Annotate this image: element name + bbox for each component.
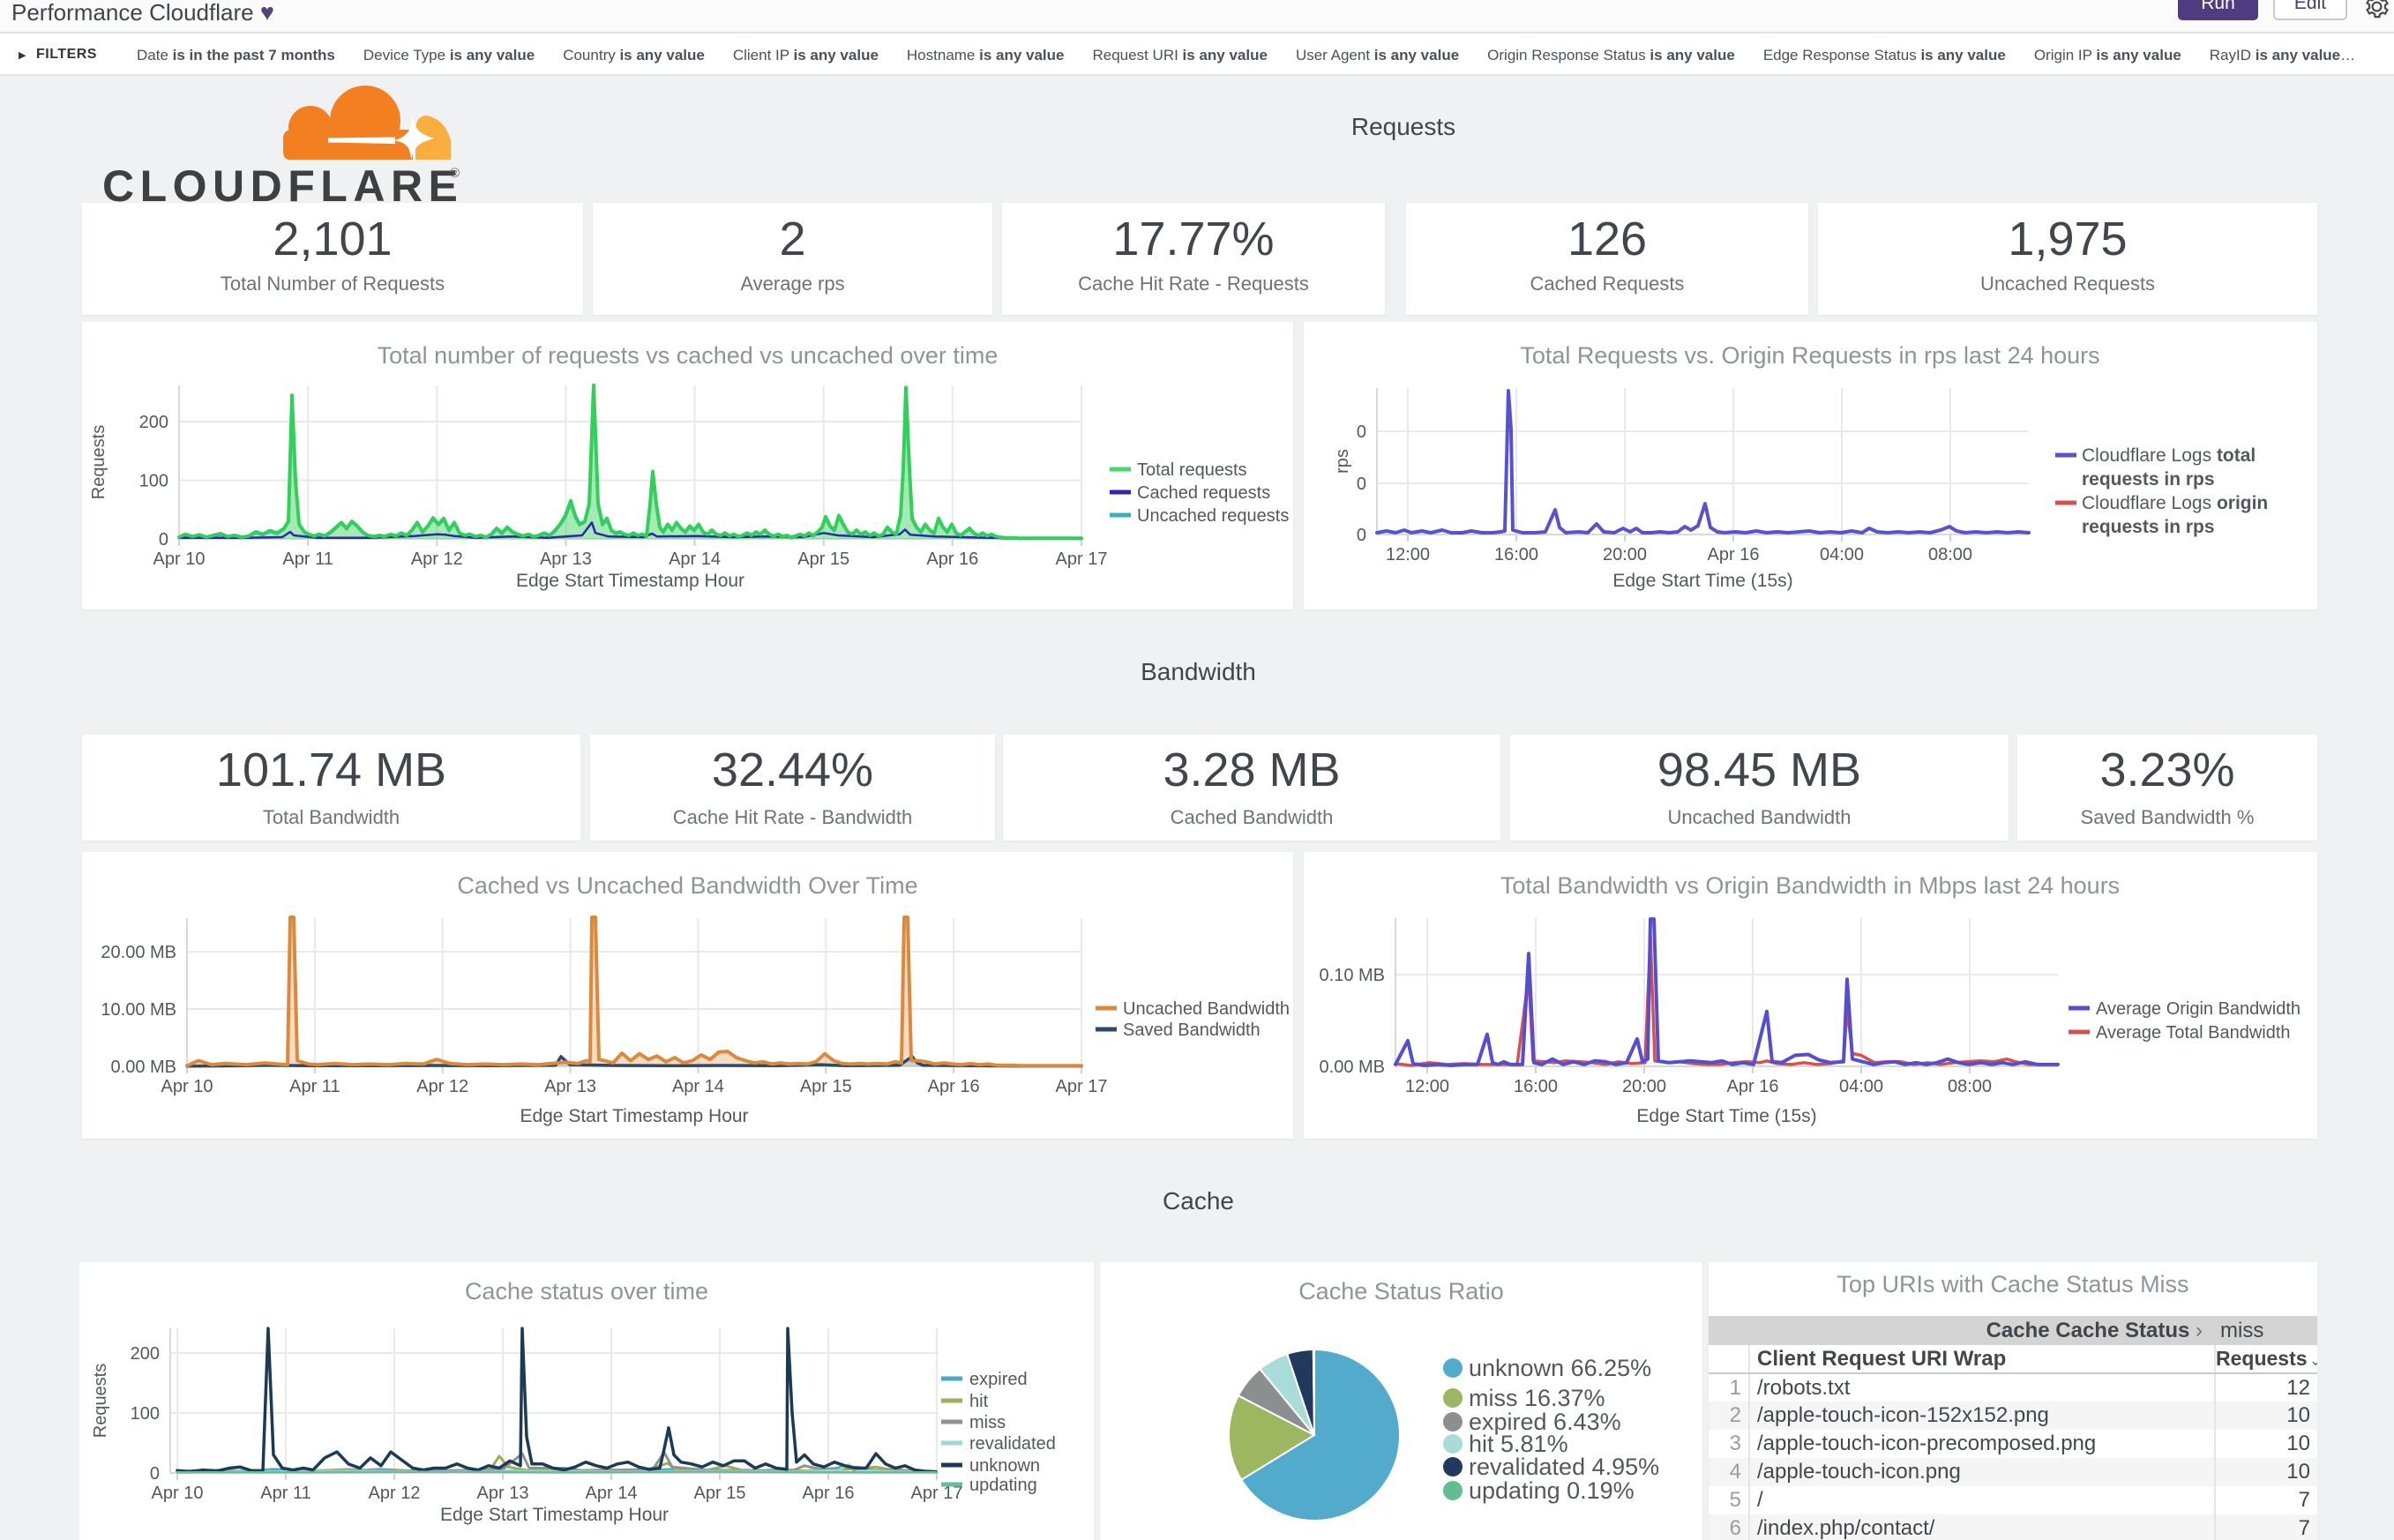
svg-text:20:00: 20:00 (1603, 545, 1647, 564)
svg-text:Apr 16: Apr 16 (926, 549, 978, 569)
svg-text:miss: miss (969, 1413, 1006, 1432)
svg-text:12:00: 12:00 (1405, 1077, 1449, 1096)
svg-text:200: 200 (131, 1344, 160, 1364)
svg-text:Apr 16: Apr 16 (803, 1484, 855, 1503)
svg-text:hit: hit (969, 1392, 989, 1411)
svg-text:hit 5.81%: hit 5.81% (1469, 1431, 1568, 1457)
svg-text:Total number of requests vs ca: Total number of requests vs cached vs un… (378, 342, 999, 369)
svg-text:Total Requests vs. Origin Requ: Total Requests vs. Origin Requests in rp… (1520, 342, 2099, 369)
svg-text:0: 0 (150, 1464, 160, 1484)
svg-text:Cache status over time: Cache status over time (465, 1278, 708, 1305)
svg-text:updating 0.19%: updating 0.19% (1469, 1477, 1635, 1504)
svg-text:Cloudflare Logs total: Cloudflare Logs total (2082, 445, 2256, 466)
svg-text:requests in rps: requests in rps (2082, 517, 2215, 537)
svg-text:Apr 17: Apr 17 (911, 1484, 963, 1503)
svg-text:Edge Start Timestamp Hour: Edge Start Timestamp Hour (440, 1505, 669, 1525)
svg-text:Apr 14: Apr 14 (669, 549, 721, 569)
svg-text:Apr 15: Apr 15 (694, 1484, 746, 1503)
svg-text:Apr 12: Apr 12 (411, 549, 463, 569)
svg-text:expired 6.43%: expired 6.43% (1469, 1409, 1621, 1435)
svg-text:Edge Start Time (15s): Edge Start Time (15s) (1612, 571, 1792, 591)
svg-text:Total requests: Total requests (1137, 460, 1247, 480)
svg-text:Saved Bandwidth: Saved Bandwidth (1123, 1020, 1261, 1040)
svg-text:Uncached Bandwidth: Uncached Bandwidth (1123, 999, 1290, 1019)
svg-text:10.00 MB: 10.00 MB (101, 1000, 176, 1020)
svg-text:0: 0 (159, 530, 168, 549)
svg-text:Apr 11: Apr 11 (260, 1484, 310, 1503)
svg-text:0.00 MB: 0.00 MB (1320, 1058, 1385, 1077)
svg-text:miss 16.37%: miss 16.37% (1469, 1385, 1605, 1411)
svg-text:Apr 16: Apr 16 (1727, 1077, 1779, 1096)
svg-text:Cached vs Uncached Bandwidth O: Cached vs Uncached Bandwidth Over Time (457, 872, 917, 899)
svg-text:08:00: 08:00 (1928, 545, 1972, 564)
svg-text:Apr 17: Apr 17 (1056, 1077, 1108, 1096)
svg-text:0.10 MB: 0.10 MB (1320, 966, 1385, 985)
svg-text:Apr 12: Apr 12 (369, 1484, 421, 1503)
svg-text:Apr 10: Apr 10 (153, 549, 206, 569)
svg-text:Apr 13: Apr 13 (540, 549, 592, 569)
svg-text:100: 100 (131, 1404, 160, 1424)
svg-text:Cache Status Ratio: Cache Status Ratio (1298, 1278, 1504, 1305)
svg-text:Apr 16: Apr 16 (928, 1077, 980, 1096)
svg-text:Total Bandwidth vs Origin Band: Total Bandwidth vs Origin Bandwidth in M… (1500, 872, 2120, 899)
svg-text:Apr 12: Apr 12 (416, 1077, 468, 1096)
svg-text:20:00: 20:00 (1622, 1077, 1666, 1096)
svg-text:Edge Start Timestamp Hour: Edge Start Timestamp Hour (516, 571, 744, 591)
svg-text:Requests: Requests (89, 425, 108, 500)
svg-text:12:00: 12:00 (1386, 545, 1430, 564)
svg-text:Uncached requests: Uncached requests (1137, 506, 1289, 526)
svg-text:Apr 11: Apr 11 (282, 549, 333, 569)
svg-text:200: 200 (139, 413, 168, 432)
svg-text:Apr 10: Apr 10 (161, 1077, 213, 1096)
svg-text:04:00: 04:00 (1820, 545, 1864, 564)
svg-text:CLOUDFLARE: CLOUDFLARE (102, 161, 463, 211)
svg-text:Apr 17: Apr 17 (1056, 549, 1108, 569)
svg-text:Cached requests: Cached requests (1137, 483, 1270, 503)
svg-text:®: ® (450, 166, 460, 181)
svg-text:Edge Start Timestamp Hour: Edge Start Timestamp Hour (520, 1106, 748, 1126)
svg-text:16:00: 16:00 (1514, 1077, 1558, 1096)
svg-text:Apr 14: Apr 14 (586, 1484, 638, 1503)
svg-text:Requests: Requests (91, 1364, 110, 1439)
svg-text:Apr 13: Apr 13 (544, 1077, 596, 1096)
svg-text:Apr 15: Apr 15 (800, 1077, 852, 1096)
svg-text:16:00: 16:00 (1494, 545, 1538, 564)
svg-text:expired: expired (969, 1370, 1028, 1389)
svg-text:rps: rps (1333, 449, 1352, 474)
svg-text:revalidated 4.95%: revalidated 4.95% (1469, 1454, 1659, 1480)
svg-text:20.00 MB: 20.00 MB (101, 943, 176, 962)
svg-text:Average Origin Bandwidth: Average Origin Bandwidth (2096, 999, 2300, 1019)
svg-text:requests in rps: requests in rps (2082, 469, 2215, 490)
svg-text:04:00: 04:00 (1839, 1077, 1883, 1096)
svg-text:Apr 14: Apr 14 (672, 1077, 724, 1096)
svg-text:Apr 13: Apr 13 (477, 1484, 529, 1503)
svg-text:0.00 MB: 0.00 MB (111, 1058, 176, 1077)
svg-text:unknown: unknown (969, 1456, 1040, 1476)
svg-text:revalidated: revalidated (969, 1434, 1056, 1454)
svg-text:Apr 11: Apr 11 (289, 1077, 340, 1096)
svg-text:100: 100 (139, 472, 168, 491)
svg-text:08:00: 08:00 (1948, 1077, 1992, 1096)
svg-text:Edge Start Time (15s): Edge Start Time (15s) (1636, 1106, 1816, 1126)
svg-text:Apr 15: Apr 15 (797, 549, 849, 569)
svg-text:Average Total Bandwidth: Average Total Bandwidth (2096, 1023, 2291, 1043)
svg-text:0: 0 (1357, 422, 1366, 442)
svg-text:Cloudflare Logs origin: Cloudflare Logs origin (2082, 493, 2268, 513)
svg-text:0: 0 (1357, 526, 1366, 545)
svg-text:updating: updating (969, 1476, 1037, 1495)
svg-text:Apr 16: Apr 16 (1708, 545, 1760, 564)
svg-text:0: 0 (1357, 475, 1366, 494)
svg-text:Apr 10: Apr 10 (152, 1484, 204, 1503)
svg-text:unknown 66.25%: unknown 66.25% (1469, 1355, 1651, 1381)
